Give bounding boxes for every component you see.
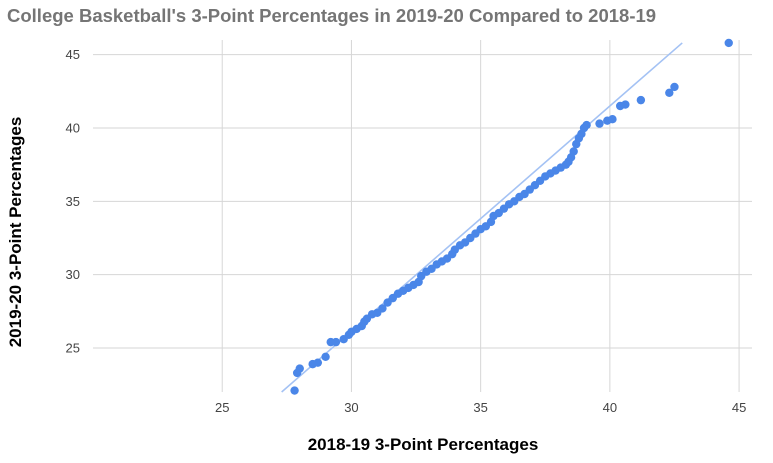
data-point bbox=[724, 38, 733, 48]
data-point bbox=[670, 82, 679, 92]
x-tick-label: 40 bbox=[603, 400, 617, 415]
data-point bbox=[665, 88, 674, 98]
data-point bbox=[636, 95, 646, 105]
data-point bbox=[321, 352, 330, 361]
chart-title: College Basketball's 3-Point Percentages… bbox=[7, 5, 657, 26]
x-tick-label: 35 bbox=[473, 400, 487, 415]
x-tick-label: 30 bbox=[344, 400, 358, 415]
data-point bbox=[331, 337, 341, 347]
y-tick-label: 35 bbox=[66, 194, 80, 209]
data-point bbox=[313, 358, 323, 367]
data-point bbox=[378, 304, 387, 313]
y-tick-label: 25 bbox=[66, 341, 80, 356]
data-point bbox=[582, 120, 591, 130]
y-tick-label: 30 bbox=[66, 267, 80, 282]
x-tick-label: 25 bbox=[215, 400, 229, 415]
y-tick-label: 40 bbox=[66, 121, 80, 136]
x-axis-title: 2018-19 3-Point Percentages bbox=[308, 435, 539, 454]
y-axis-title: 2019-20 3-Point Percentages bbox=[6, 117, 25, 348]
y-tick-label: 45 bbox=[66, 47, 80, 62]
data-point bbox=[295, 364, 304, 373]
data-point bbox=[569, 147, 578, 156]
axis-tick-labels: 25 30 35 40 45 25 30 35 40 45 bbox=[66, 47, 747, 415]
x-tick-label: 45 bbox=[732, 400, 746, 415]
data-points bbox=[290, 38, 733, 395]
grid-lines bbox=[93, 40, 752, 392]
data-point bbox=[595, 119, 604, 128]
data-point bbox=[608, 115, 617, 124]
data-point bbox=[621, 100, 630, 109]
data-point bbox=[290, 386, 299, 395]
